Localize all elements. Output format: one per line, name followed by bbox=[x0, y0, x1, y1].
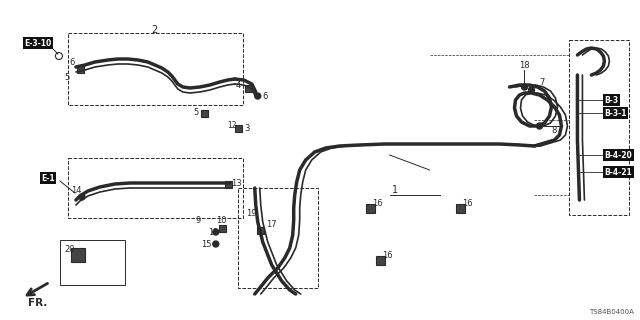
Bar bbox=[68, 33, 243, 105]
Text: 13: 13 bbox=[232, 179, 242, 188]
Circle shape bbox=[79, 194, 85, 200]
Text: 3: 3 bbox=[244, 124, 250, 132]
Bar bbox=[68, 158, 243, 218]
Text: B-3-1: B-3-1 bbox=[604, 108, 627, 117]
Text: E-3-10: E-3-10 bbox=[24, 38, 52, 47]
Text: 14: 14 bbox=[70, 186, 81, 195]
Text: 1: 1 bbox=[392, 185, 397, 195]
Text: 20: 20 bbox=[65, 244, 75, 253]
Text: 5: 5 bbox=[193, 108, 198, 116]
Text: 11: 11 bbox=[209, 228, 219, 236]
Text: 6: 6 bbox=[262, 92, 268, 100]
Circle shape bbox=[212, 241, 219, 247]
Circle shape bbox=[529, 87, 534, 93]
Bar bbox=[570, 40, 629, 215]
Bar bbox=[257, 227, 264, 234]
Text: B-3: B-3 bbox=[604, 95, 618, 105]
Text: 4: 4 bbox=[235, 81, 241, 90]
Bar bbox=[201, 110, 208, 117]
Text: B-4-20: B-4-20 bbox=[604, 150, 632, 159]
Text: 15: 15 bbox=[202, 239, 212, 249]
Text: 18: 18 bbox=[519, 60, 530, 69]
Text: TS84B0400A: TS84B0400A bbox=[589, 309, 634, 315]
Text: E-1: E-1 bbox=[41, 173, 55, 182]
Text: 16: 16 bbox=[372, 198, 383, 207]
Text: 9: 9 bbox=[195, 215, 200, 225]
Bar bbox=[365, 204, 374, 213]
Bar bbox=[238, 188, 317, 288]
Bar bbox=[225, 181, 232, 188]
Text: 10: 10 bbox=[216, 215, 227, 225]
Bar bbox=[219, 225, 226, 232]
Bar bbox=[235, 125, 242, 132]
Bar bbox=[456, 204, 465, 213]
Text: 19: 19 bbox=[246, 209, 257, 218]
Text: B-4-21: B-4-21 bbox=[604, 167, 632, 177]
Text: 17: 17 bbox=[266, 220, 277, 228]
Text: 7: 7 bbox=[540, 77, 545, 86]
Bar bbox=[60, 240, 125, 285]
Text: 5: 5 bbox=[64, 73, 70, 82]
Circle shape bbox=[212, 229, 219, 235]
Circle shape bbox=[255, 93, 260, 99]
Text: 2: 2 bbox=[152, 25, 158, 35]
Text: 6: 6 bbox=[69, 58, 75, 67]
Circle shape bbox=[522, 84, 527, 90]
Bar bbox=[376, 256, 385, 265]
Text: 12: 12 bbox=[227, 121, 237, 130]
Text: FR.: FR. bbox=[28, 298, 47, 308]
Text: 16: 16 bbox=[462, 198, 473, 207]
Bar bbox=[71, 248, 85, 262]
Bar bbox=[77, 66, 84, 73]
Text: 8: 8 bbox=[552, 125, 557, 134]
Text: 16: 16 bbox=[382, 251, 393, 260]
Bar bbox=[244, 85, 252, 92]
Circle shape bbox=[536, 123, 543, 129]
